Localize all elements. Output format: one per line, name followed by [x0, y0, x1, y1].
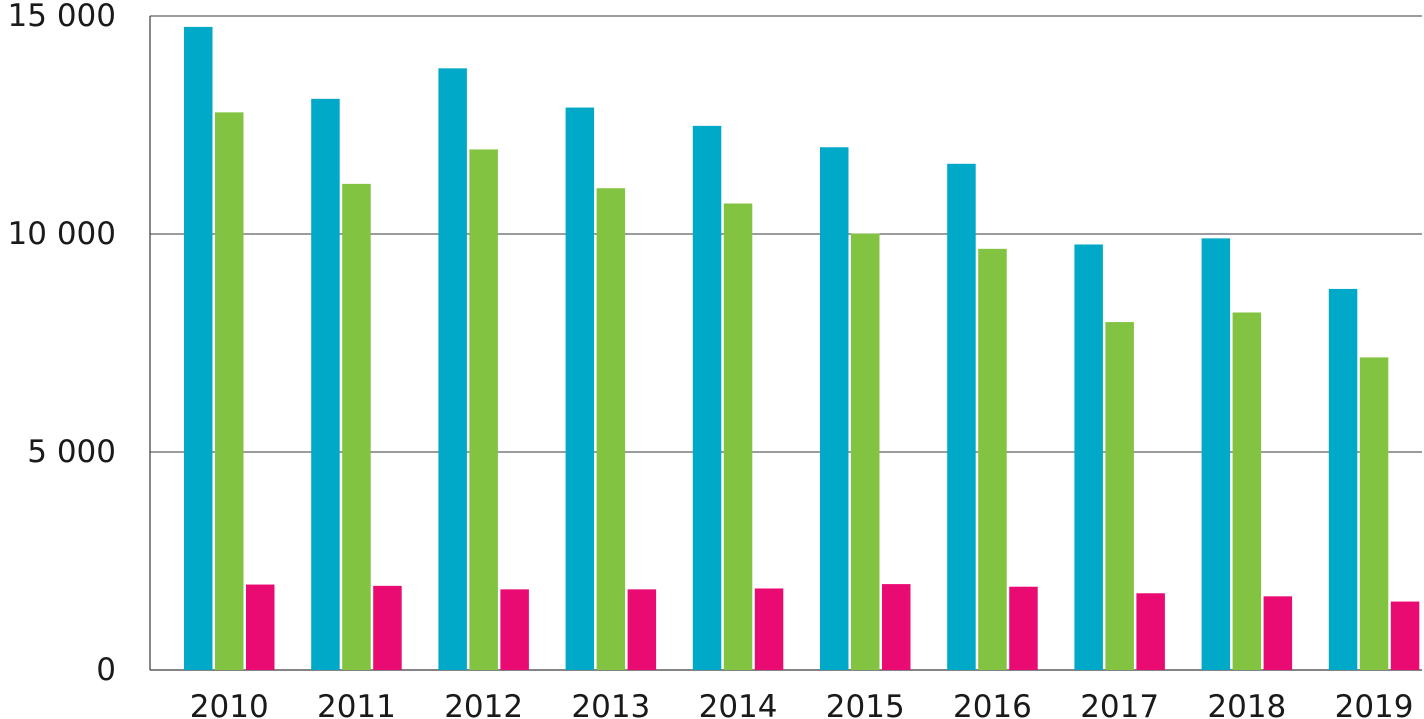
- bar-series-3-2017: [1136, 593, 1165, 670]
- y-tick-label: 10 000: [8, 216, 116, 252]
- bars: [184, 26, 1420, 671]
- gridlines: [150, 15, 1422, 453]
- bar-series-3-2015: [882, 584, 911, 670]
- bar-series-3-2016: [1009, 586, 1038, 670]
- bar-series-3-2019: [1390, 601, 1420, 670]
- bar-series-2-2019: [1359, 357, 1389, 670]
- bar-series-3-2014: [754, 588, 784, 670]
- bar-series-3-2018: [1263, 596, 1293, 670]
- bar-series-2-2011: [342, 183, 371, 671]
- bar-series-3-2012: [500, 589, 529, 670]
- bar-series-1-2017: [1074, 244, 1103, 671]
- x-tick-label: 2010: [190, 689, 269, 719]
- x-tick-labels: 2010 2011 2012 2013 2014 2015 2016 2017 2018 2019: [190, 689, 1414, 719]
- axes: [149, 16, 1422, 671]
- x-tick-label: 2011: [317, 689, 396, 719]
- x-tick-label: 2014: [699, 689, 778, 719]
- bar-series-1-2010: [184, 26, 213, 670]
- y-tick-label: 0: [96, 652, 116, 688]
- bar-series-2-2017: [1105, 322, 1134, 670]
- bar-series-2-2018: [1232, 312, 1262, 670]
- bar-series-1-2019: [1328, 288, 1358, 670]
- bar-series-3-2013: [627, 589, 657, 670]
- x-tick-label: 2017: [1080, 689, 1159, 719]
- bar-series-2-2012: [469, 149, 498, 670]
- y-tick-label: 5 000: [27, 434, 116, 470]
- bar-series-1-2014: [692, 125, 722, 670]
- x-tick-label: 2016: [953, 689, 1032, 719]
- bar-series-2-2013: [596, 188, 626, 670]
- bar-series-1-2012: [438, 68, 467, 670]
- bar-series-1-2015: [820, 147, 849, 671]
- bar-series-2-2015: [851, 233, 880, 670]
- bar-series-1-2013: [565, 107, 595, 670]
- bar-series-2-2014: [723, 203, 753, 671]
- bar-series-3-2010: [246, 584, 275, 670]
- x-tick-label: 2012: [444, 689, 523, 719]
- bar-series-3-2011: [373, 585, 402, 670]
- x-tick-label: 2019: [1335, 689, 1414, 719]
- bar-series-2-2016: [978, 248, 1007, 670]
- x-tick-label: 2015: [826, 689, 905, 719]
- x-tick-label: 2013: [571, 689, 650, 719]
- x-tick-label: 2018: [1207, 689, 1286, 719]
- bar-series-1-2018: [1201, 238, 1231, 671]
- y-tick-label: 15 000: [8, 0, 116, 34]
- bar-series-1-2011: [311, 98, 340, 671]
- bar-series-2-2010: [215, 112, 244, 670]
- y-tick-labels: 0 5 000 10 000 15 000: [8, 0, 116, 688]
- bar-series-1-2016: [947, 163, 976, 670]
